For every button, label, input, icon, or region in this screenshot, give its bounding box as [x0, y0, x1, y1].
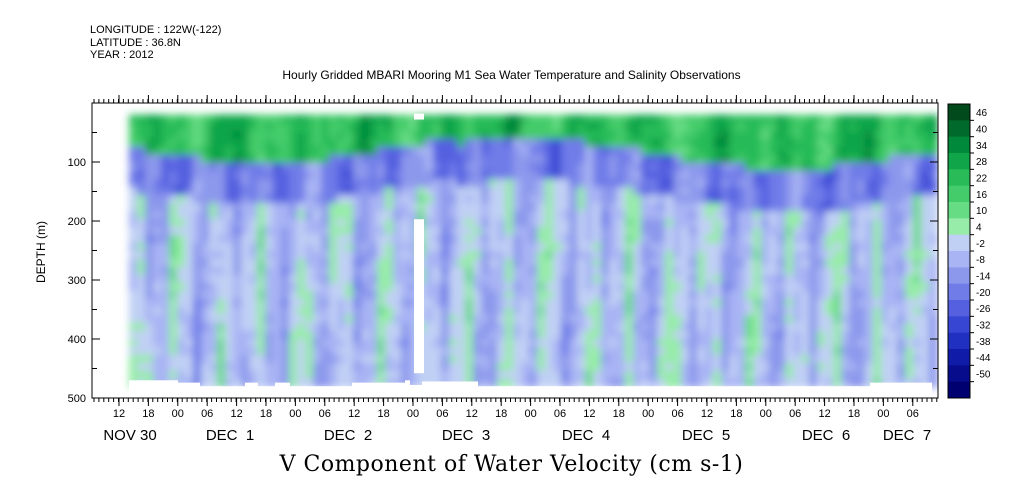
- x-tick-label: 18: [377, 408, 389, 420]
- x-tick-label: 18: [260, 408, 272, 420]
- colorbar-label: -32: [976, 321, 991, 332]
- heatmap-cells: [129, 114, 938, 388]
- day-label: DEC 3: [442, 427, 490, 444]
- x-axis-title: V Component of Water Velocity (cm s-1): [279, 452, 744, 477]
- day-label: DEC 5: [682, 427, 730, 444]
- colorbar-swatch: [948, 316, 970, 334]
- x-tick-label: 06: [319, 408, 331, 420]
- colorbar-label: -2: [976, 239, 985, 250]
- longitude-label: LONGITUDE : 122W(-122): [90, 24, 222, 36]
- x-tick-label: 00: [877, 408, 889, 420]
- colorbar-swatch: [948, 153, 970, 170]
- colorbar-label: -44: [976, 353, 991, 364]
- colorbar-label: -38: [976, 337, 991, 348]
- x-tick-label: 06: [671, 408, 683, 420]
- colorbar-label: -8: [976, 255, 985, 266]
- colorbar-swatch: [948, 300, 970, 317]
- x-tick-label: 18: [848, 408, 860, 420]
- x-tick-label: 12: [466, 408, 478, 420]
- colorbar-label: 16: [976, 190, 988, 201]
- y-tick-label: 100: [68, 157, 86, 169]
- day-label: DEC 2: [324, 427, 372, 444]
- x-tick-label: 12: [348, 408, 360, 420]
- x-tick-label: 06: [436, 408, 448, 420]
- colorbar-swatch: [948, 234, 970, 252]
- y-tick-label: 500: [68, 393, 86, 405]
- colorbar: 46 40 34 28 22 16 10 4 -2 -8 -14 -20 -26 -32 -38 -44 -50: [947, 103, 991, 399]
- colorbar-swatch: [948, 218, 970, 236]
- colorbar-swatch: [948, 120, 970, 138]
- x-tick-label: 00: [407, 408, 419, 420]
- colorbar-label: 34: [976, 141, 988, 152]
- x-tick-label: 00: [172, 408, 184, 420]
- x-tick-label: 06: [907, 408, 919, 420]
- chart-title: Hourly Gridded MBARI Mooring M1 Sea Wate…: [282, 68, 741, 82]
- colorbar-swatch: [948, 136, 970, 154]
- colorbar-swatch: [948, 185, 970, 203]
- x-tick-label: 12: [113, 408, 125, 420]
- x-tick-label: 18: [730, 408, 742, 420]
- x-tick-label: 12: [701, 408, 713, 420]
- colorbar-label: 40: [976, 125, 988, 136]
- day-label: DEC 4: [562, 427, 610, 444]
- colorbar-swatch: [948, 381, 970, 399]
- x-tick-label: 12: [818, 408, 830, 420]
- colorbar-swatch: [948, 365, 970, 383]
- x-tick-label: 18: [495, 408, 507, 420]
- gap-top: [414, 113, 424, 120]
- day-label: DEC 7: [883, 427, 931, 444]
- colorbar-label: 46: [976, 108, 988, 119]
- x-tick-label: 06: [554, 408, 566, 420]
- colorbar-swatch: [948, 202, 970, 219]
- colorbar-label: -14: [976, 272, 991, 283]
- x-tick-label: 00: [760, 408, 772, 420]
- x-tick-label: 18: [613, 408, 625, 420]
- colorbar-swatch: [948, 283, 970, 301]
- colorbar-label: -50: [976, 370, 991, 381]
- colorbar-swatch: [948, 332, 970, 350]
- colorbar-label: 4: [976, 223, 982, 234]
- x-tick-label: 00: [289, 408, 301, 420]
- x-tick-label: 00: [642, 408, 654, 420]
- day-label: DEC 1: [206, 427, 254, 444]
- x-tick-label: 00: [524, 408, 536, 420]
- day-label: DEC 6: [802, 427, 850, 444]
- colorbar-swatch: [948, 349, 970, 366]
- colorbar-label: 28: [976, 157, 988, 168]
- x-tick-label: 12: [230, 408, 242, 420]
- latitude-label: LATITUDE : 36.8N: [90, 36, 181, 49]
- colorbar-label: -26: [976, 304, 991, 315]
- colorbar-swatch: [948, 267, 970, 285]
- colorbar-swatch: [948, 104, 970, 121]
- y-tick-label: 400: [68, 334, 86, 346]
- axis-ticks: 100 200 300 400 500 12 18 00 06 12 18 00 06 12 18 00 06 1…: [68, 95, 938, 444]
- x-tick-label: 12: [583, 408, 595, 420]
- colorbar-label: -20: [976, 288, 991, 299]
- colorbar-swatch: [948, 169, 970, 187]
- x-tick-label: 18: [142, 408, 154, 420]
- gap-column: [414, 219, 424, 374]
- heatmap-field: [129, 114, 938, 398]
- x-tick-label: 06: [201, 408, 213, 420]
- y-tick-label: 300: [68, 275, 86, 287]
- colorbar-label: 10: [976, 206, 988, 217]
- data-gaps: [414, 113, 424, 374]
- year-label: YEAR : 2012: [90, 49, 154, 61]
- colorbar-label: 22: [976, 174, 988, 185]
- day-label: NOV 30: [103, 427, 156, 444]
- colorbar-swatch: [948, 251, 970, 268]
- y-tick-label: 200: [68, 216, 86, 228]
- y-axis-title: DEPTH (m): [34, 221, 48, 283]
- x-tick-label: 06: [789, 408, 801, 420]
- metadata-block: LONGITUDE : 122W(-122) LATITUDE : 36.8N …: [90, 24, 221, 62]
